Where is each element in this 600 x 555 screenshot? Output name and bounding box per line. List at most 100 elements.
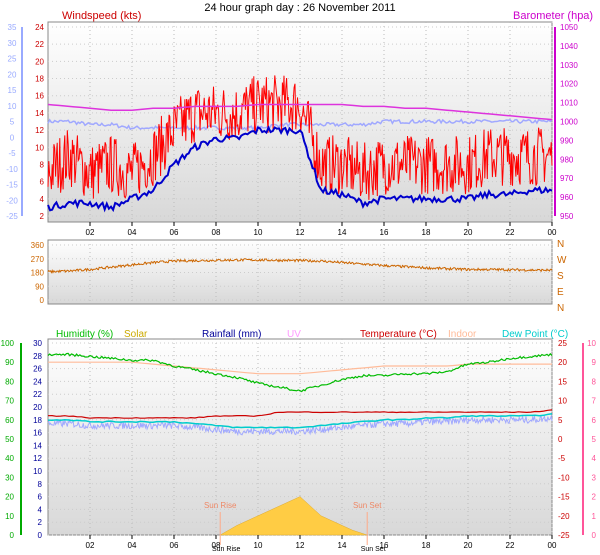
wind-pressure-panel: Windspeed (kts) Barometer (hpa) 24681012… <box>6 10 593 237</box>
humidity-tick-1: 10 <box>5 512 14 521</box>
barometer-tick-9: 1040 <box>560 42 578 51</box>
panel1-x-ticks: 02 04 06 08 10 12 14 16 18 20 22 00 <box>86 222 557 237</box>
humidity-tick-8: 80 <box>5 377 14 386</box>
uv-tick-3: 3 <box>592 473 597 482</box>
panel1-xtick-label-3: 08 <box>212 228 221 237</box>
outer-temp-tick-10: 25 <box>8 55 17 64</box>
barometer-line <box>47 103 553 121</box>
windspeed-line <box>47 75 553 200</box>
wind-direction-line <box>47 258 553 274</box>
windspeed-axis-label: Windspeed (kts) <box>62 10 141 22</box>
windspeed-tick-9: 20 <box>35 57 44 66</box>
uv-tick-6: 6 <box>592 416 597 425</box>
outdoor-temp-noisy-line <box>47 414 553 437</box>
legend-item-1: Solar <box>124 329 148 340</box>
panel3-xtick-label-1: 04 <box>128 541 137 550</box>
panel3-xtick-label-0: 02 <box>86 541 95 550</box>
outer-temp-tick-9: 20 <box>8 70 17 79</box>
panel1-xtick-label-4: 10 <box>254 228 263 237</box>
temperature-tick-5: 0 <box>558 435 563 444</box>
humidity-tick-5: 50 <box>5 435 14 444</box>
panel1-xtick-label-0: 02 <box>86 228 95 237</box>
uv-tick-9: 9 <box>592 358 597 367</box>
panel1-xtick-label-1: 04 <box>128 228 137 237</box>
humidity-tick-0: 0 <box>10 531 15 540</box>
rainfall-tick-11: 22 <box>33 390 42 399</box>
uv-tick-4: 4 <box>592 454 597 463</box>
temperature-tick-6: 5 <box>558 416 563 425</box>
barometer-tick-0: 950 <box>560 212 574 221</box>
temperature-tick-0: -25 <box>558 531 570 540</box>
temperature-tick-9: 20 <box>558 358 567 367</box>
temperature-tick-7: 10 <box>558 397 567 406</box>
windspeed-tick-6: 14 <box>35 109 44 118</box>
direction-tick-1: 90 <box>35 282 44 291</box>
outer-temp-tick-3: -10 <box>6 165 18 174</box>
x-label-sun-set: Sun Set <box>361 546 386 553</box>
panel1-xtick-label-5: 12 <box>296 228 305 237</box>
uv-tick-10: 10 <box>587 339 596 348</box>
legend-item-0: Humidity (%) <box>56 329 113 340</box>
compass-label-3: E <box>557 287 564 298</box>
uv-ticks: 0 1 2 3 4 5 6 7 8 9 10 <box>582 339 597 540</box>
temperature-tick-8: 15 <box>558 377 567 386</box>
outer-temp-tick-5: 0 <box>10 133 15 142</box>
temperature-line <box>47 409 553 419</box>
panel3-series: Sun Rise Sun Set <box>47 352 553 545</box>
uv-tick-7: 7 <box>592 397 597 406</box>
direction-ticks: 0 90 180 270 360 <box>31 241 45 305</box>
sun-rise-label: Sun Rise <box>204 501 237 510</box>
rainfall-tick-13: 26 <box>33 365 42 374</box>
barometer-tick-8: 1030 <box>560 61 578 70</box>
rainfall-tick-3: 6 <box>38 493 43 502</box>
direction-tick-4: 360 <box>31 241 45 250</box>
outer-temp-tick-6: 5 <box>10 118 15 127</box>
humidity-tick-7: 70 <box>5 397 14 406</box>
humidity-tick-4: 40 <box>5 454 14 463</box>
windspeed-tick-0: 2 <box>40 212 45 221</box>
panel3-xtick-label-3: 08 <box>212 541 221 550</box>
windspeed-tick-11: 24 <box>35 23 44 32</box>
rainfall-tick-5: 10 <box>33 467 42 476</box>
humidity-ticks: 0 10 20 30 40 50 60 70 80 90 100 <box>1 339 22 540</box>
rainfall-tick-15: 30 <box>33 339 42 348</box>
barometer-tick-7: 1020 <box>560 80 578 89</box>
outer-temp-tick-11: 30 <box>8 39 17 48</box>
compass-label-4: N <box>557 303 564 314</box>
uv-tick-2: 2 <box>592 493 597 502</box>
uv-tick-0: 0 <box>592 531 597 540</box>
panel3-xtick-label-6: 14 <box>338 541 347 550</box>
windspeed-tick-10: 22 <box>35 40 44 49</box>
panel1-xtick-label-7: 16 <box>380 228 389 237</box>
rainfall-tick-10: 20 <box>33 403 42 412</box>
rainfall-tick-2: 4 <box>38 505 43 514</box>
x-label-sun-rise: Sun Rise <box>212 546 241 553</box>
panel3-xtick-label-4: 10 <box>254 541 263 550</box>
temperature-tick-2: -15 <box>558 493 570 502</box>
rainfall-tick-4: 8 <box>38 480 43 489</box>
panel1-xtick-label-8: 18 <box>422 228 431 237</box>
outer-temp-tick-2: -15 <box>6 181 18 190</box>
outer-temp-tick-8: 15 <box>8 86 17 95</box>
uv-tick-1: 1 <box>592 512 597 521</box>
windspeed-tick-3: 8 <box>40 160 45 169</box>
windspeed-tick-8: 18 <box>35 75 44 84</box>
dewpoint-line <box>47 412 553 429</box>
compass-label-2: S <box>557 271 564 282</box>
direction-tick-3: 270 <box>31 255 45 264</box>
panel3-xtick-label-7: 16 <box>380 541 389 550</box>
legend-item-6: Dew Point (°C) <box>502 329 568 340</box>
barometer-tick-1: 960 <box>560 193 574 202</box>
panel2-grid <box>48 240 553 304</box>
temperature-tick-10: 25 <box>558 339 567 348</box>
temperature-panel: Humidity (%) Solar Rainfall (mm) UV Temperat… <box>1 329 597 553</box>
chart-title: 24 hour graph day : 26 November 2011 <box>204 2 395 14</box>
barometer-tick-10: 1050 <box>560 23 578 32</box>
outer-temp-ticks: -25 -20 -15 -10 -5 0 5 10 15 20 25 30 35 <box>6 23 23 221</box>
rainfall-tick-6: 12 <box>33 454 42 463</box>
barometer-axis-label: Barometer (hpa) <box>513 10 593 22</box>
rainfall-tick-7: 14 <box>33 441 42 450</box>
